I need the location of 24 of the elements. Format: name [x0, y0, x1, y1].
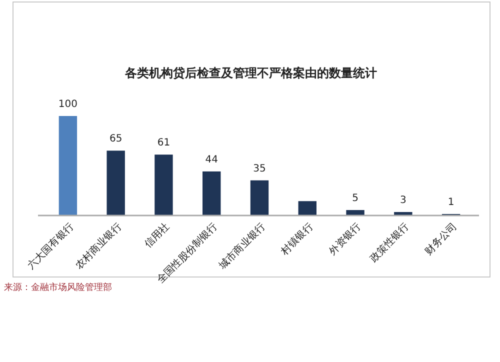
bar — [250, 180, 269, 215]
data-label: 3 — [400, 195, 406, 206]
x-tick-label: 村镇银行 — [278, 220, 316, 258]
data-label: 65 — [109, 134, 122, 145]
bar — [346, 210, 364, 215]
data-label: 61 — [157, 138, 170, 149]
data-label: 100 — [58, 99, 78, 110]
data-label: 1 — [448, 197, 454, 208]
bar — [106, 150, 125, 215]
data-label: 44 — [205, 154, 218, 166]
bar — [298, 201, 316, 215]
bar — [58, 116, 78, 215]
x-tick-label: 财务公司 — [422, 220, 460, 258]
x-tick-label: 信用社 — [142, 220, 172, 250]
x-tick-label: 政策性银行 — [367, 220, 412, 264]
x-tick-label: 城市商业银行 — [216, 220, 268, 272]
data-label: 35 — [253, 163, 266, 174]
bar — [202, 171, 221, 215]
bar — [394, 212, 412, 215]
chart-title: 各类机构贷后检查及管理不严格案由的数量统计 — [124, 66, 377, 80]
x-tick-label: 外资银行 — [326, 220, 364, 258]
source-note: 来源：金融市场风险管理部 — [4, 282, 112, 293]
bar — [154, 154, 173, 215]
data-label: 5 — [352, 193, 358, 204]
